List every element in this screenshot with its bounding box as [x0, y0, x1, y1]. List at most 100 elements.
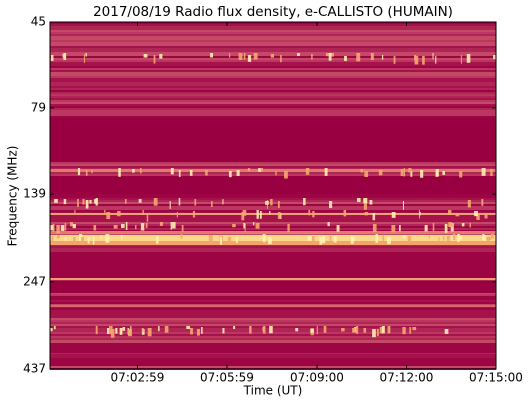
burst — [360, 169, 364, 173]
spectrum-row — [50, 322, 496, 324]
bright-band — [50, 231, 496, 234]
burst — [159, 222, 163, 226]
burst — [481, 199, 484, 206]
burst — [64, 237, 67, 242]
burst — [311, 236, 315, 244]
burst — [432, 53, 434, 60]
burst — [140, 223, 145, 231]
bright-band — [50, 213, 496, 215]
spectrum-row — [50, 44, 496, 46]
burst — [393, 56, 396, 64]
burst — [146, 213, 149, 222]
spectrum-row — [50, 354, 496, 356]
burst — [222, 328, 225, 334]
x-tick-label: 07:05:59 — [200, 371, 254, 385]
spectrum-row — [50, 336, 496, 338]
burst — [402, 201, 404, 210]
burst — [190, 328, 193, 335]
burst — [262, 234, 266, 243]
burst — [89, 200, 92, 204]
burst — [135, 225, 137, 230]
bright-band — [50, 278, 496, 280]
burst — [372, 213, 376, 221]
burst — [428, 235, 430, 239]
quiet-band — [50, 176, 496, 194]
spectrum-row — [50, 332, 496, 334]
spectrum-row — [50, 208, 496, 210]
burst — [364, 212, 368, 216]
spectrum-row — [50, 310, 496, 312]
burst — [333, 236, 337, 243]
burst — [93, 225, 97, 231]
spectrum-row — [50, 316, 496, 318]
burst — [142, 210, 144, 216]
burst — [219, 237, 222, 245]
spectrum-row — [50, 196, 496, 198]
burst — [56, 235, 60, 239]
burst — [391, 225, 396, 233]
spectrum-row — [50, 80, 496, 82]
spectrum-row — [50, 46, 496, 48]
x-axis-label: Time (UT) — [243, 384, 303, 398]
spectrum-row — [50, 204, 496, 206]
burst — [238, 53, 243, 60]
burst — [63, 199, 67, 205]
spectrum-row — [50, 86, 496, 88]
burst — [249, 326, 251, 333]
burst — [140, 168, 142, 174]
burst — [189, 170, 193, 176]
burst — [369, 200, 373, 205]
spectrum-row — [50, 104, 496, 106]
burst — [91, 170, 93, 174]
burst — [85, 53, 87, 57]
burst — [409, 327, 412, 334]
burst — [194, 199, 197, 206]
bright-band — [50, 241, 496, 245]
burst — [54, 199, 58, 203]
burst — [50, 55, 54, 61]
burst — [448, 210, 452, 215]
spectrum-row — [50, 300, 496, 302]
y-tick-label: 437 — [23, 362, 46, 376]
burst — [322, 236, 326, 244]
burst — [382, 236, 385, 241]
spectrum-row — [50, 250, 496, 252]
burst — [328, 53, 332, 61]
burst — [432, 223, 435, 232]
spectrum-row — [50, 308, 496, 310]
burst — [461, 223, 465, 227]
plot-frame — [49, 21, 497, 370]
burst — [363, 198, 368, 204]
bright-band — [50, 305, 496, 307]
burst — [455, 213, 460, 217]
spectrum-row — [50, 74, 496, 76]
bright-band — [50, 169, 496, 172]
burst — [80, 237, 85, 246]
spectrum-row — [50, 106, 496, 108]
burst — [256, 210, 259, 219]
burst — [452, 234, 456, 240]
burst — [490, 169, 493, 177]
burst — [438, 237, 440, 242]
burst — [255, 223, 260, 229]
spectrum-row — [50, 356, 496, 358]
burst — [243, 223, 246, 229]
burst — [325, 53, 329, 57]
spectrum-row — [50, 312, 496, 314]
x-tick-label: 07:15:00 — [469, 371, 523, 385]
burst — [85, 170, 88, 176]
burst — [270, 199, 273, 206]
burst — [95, 198, 98, 206]
burst — [50, 225, 54, 231]
spectrum-row — [50, 314, 496, 316]
burst — [260, 168, 264, 172]
burst — [352, 328, 356, 333]
burst — [280, 55, 282, 63]
burst — [308, 210, 311, 216]
burst — [243, 53, 246, 60]
spectrum-row — [50, 102, 496, 104]
spectrum-row — [50, 364, 496, 366]
burst — [141, 328, 144, 332]
